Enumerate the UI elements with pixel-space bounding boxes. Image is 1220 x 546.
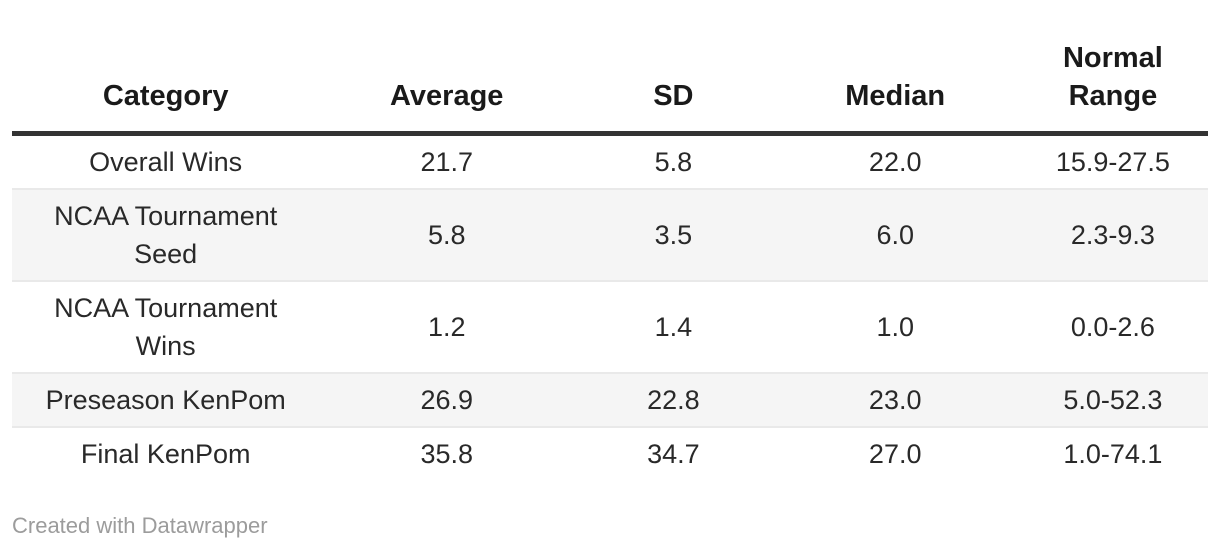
cell-sd: 34.7: [574, 426, 773, 481]
row-label: NCAA Tournament Wins: [12, 280, 320, 374]
cell-normal-range: 0.0-2.6: [1017, 280, 1208, 374]
table-row-ncaa-tournament-seed: NCAA Tournament Seed 5.8 3.5 6.0 2.3-9.3: [12, 188, 1208, 282]
table-header: Category Average SD Median Normal Range: [12, 0, 1208, 137]
cell-sd: 3.5: [574, 188, 773, 282]
row-label: NCAA Tournament Seed: [12, 188, 320, 282]
table-row-ncaa-tournament-wins: NCAA Tournament Wins 1.2 1.4 1.0 0.0-2.6: [12, 280, 1208, 374]
cell-average: 26.9: [319, 372, 575, 428]
row-label: Preseason KenPom: [12, 372, 320, 428]
cell-average: 1.2: [319, 280, 575, 374]
cell-sd: 5.8: [654, 147, 693, 178]
table-row-final-kenpom: Final KenPom 35.8 34.7 27.0 1.0-74.1: [12, 426, 1208, 481]
cell-normal-range: 15.9-27.5: [1055, 147, 1170, 178]
row-label: Overall Wins: [89, 147, 243, 178]
column-header-median: Median: [772, 0, 1018, 137]
cell-median: 27.0: [772, 426, 1018, 481]
table-row-preseason-kenpom: Preseason KenPom 26.9 22.8 23.0 5.0-52.3: [12, 372, 1208, 428]
column-header-sd: SD: [574, 0, 773, 137]
row-label: Final KenPom: [12, 426, 320, 481]
cell-sd: 22.8: [574, 372, 773, 428]
cell-normal-range: 1.0-74.1: [1017, 426, 1208, 481]
cell-average: 35.8: [319, 426, 575, 481]
table-row-overall-wins: Overall Wins 21.7 5.8 22.0 15.9-27.5: [12, 134, 1208, 190]
header-row: Category Average SD Median Normal Range: [12, 0, 1208, 137]
attribution-footer: Created with Datawrapper: [12, 513, 1208, 539]
datawrapper-credit-link[interactable]: Created with Datawrapper: [12, 513, 268, 539]
cell-average: 5.8: [319, 188, 575, 282]
column-header-category: Category: [12, 0, 320, 137]
stats-table: Category Average SD Median Normal Range …: [12, 0, 1208, 481]
cell-sd: 1.4: [574, 280, 773, 374]
cell-median: 6.0: [772, 188, 1018, 282]
cell-median: 1.0: [772, 280, 1018, 374]
table-body: Overall Wins 21.7 5.8 22.0 15.9-27.5 NCA…: [12, 134, 1208, 481]
column-header-normal-range: Normal Range: [1017, 0, 1208, 137]
cell-average: 21.7: [420, 147, 473, 178]
column-header-average: Average: [319, 0, 575, 137]
cell-median: 23.0: [772, 372, 1018, 428]
cell-median: 22.0: [868, 147, 922, 178]
cell-normal-range: 5.0-52.3: [1017, 372, 1208, 428]
cell-normal-range: 2.3-9.3: [1017, 188, 1208, 282]
